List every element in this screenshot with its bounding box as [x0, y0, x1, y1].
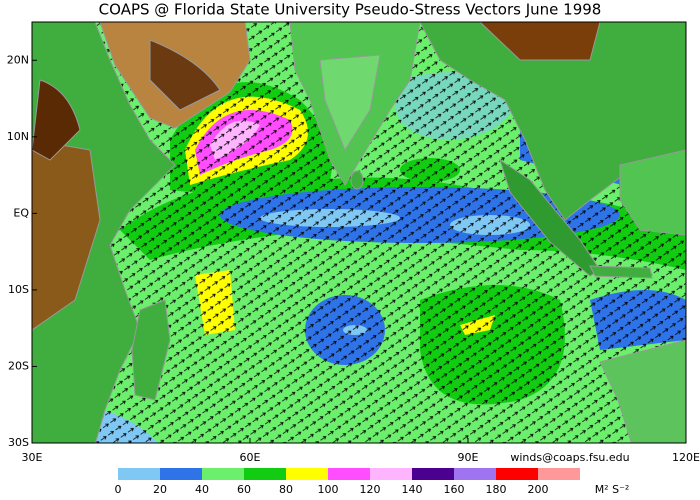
lon-tick-label: 90E [458, 451, 479, 464]
colorbar-swatch [412, 468, 454, 480]
colorbar-swatch [160, 468, 202, 480]
title: COAPS @ Florida State University Pseudo-… [99, 1, 602, 19]
credit: winds@coaps.fsu.edu [510, 451, 629, 464]
lat-tick-label: 20N [7, 53, 29, 66]
map-frame [31, 21, 687, 444]
colorbar-swatch [370, 468, 412, 480]
lon-tick-label: 120E [672, 451, 700, 464]
colorbar-label: 80 [279, 483, 293, 496]
colorbar-swatch [538, 468, 580, 480]
lat-tick-label: EQ [13, 206, 29, 219]
colorbar-label: 0 [115, 483, 122, 496]
colorbar-swatch [286, 468, 328, 480]
lat-tick-label: 20S [8, 359, 29, 372]
lon-tick-label: 30E [22, 451, 43, 464]
colorbar-swatch [454, 468, 496, 480]
colorbar-label: 60 [237, 483, 251, 496]
land [32, 22, 686, 443]
colorbar-label: 120 [360, 483, 381, 496]
colorbar-label: 180 [486, 483, 507, 496]
lon-tick-label: 60E [240, 451, 261, 464]
colorbar-label: 40 [195, 483, 209, 496]
lat-tick-label: 10N [7, 130, 29, 143]
colorbar-label: 20 [153, 483, 167, 496]
colorbar-label: 160 [444, 483, 465, 496]
colorbar-swatch [202, 468, 244, 480]
colorbar-swatch [244, 468, 286, 480]
colorbar-label: 100 [318, 483, 339, 496]
colorbar-swatch [496, 468, 538, 480]
colorbar-swatch [118, 468, 160, 480]
colorbar-label: 200 [528, 483, 549, 496]
lat-tick-label: 30S [8, 436, 29, 449]
units: M² S⁻² [595, 483, 630, 496]
lat-tick-label: 10S [8, 283, 29, 296]
map [32, 22, 686, 443]
colorbar-label: 140 [402, 483, 423, 496]
colorbar-swatch [328, 468, 370, 480]
